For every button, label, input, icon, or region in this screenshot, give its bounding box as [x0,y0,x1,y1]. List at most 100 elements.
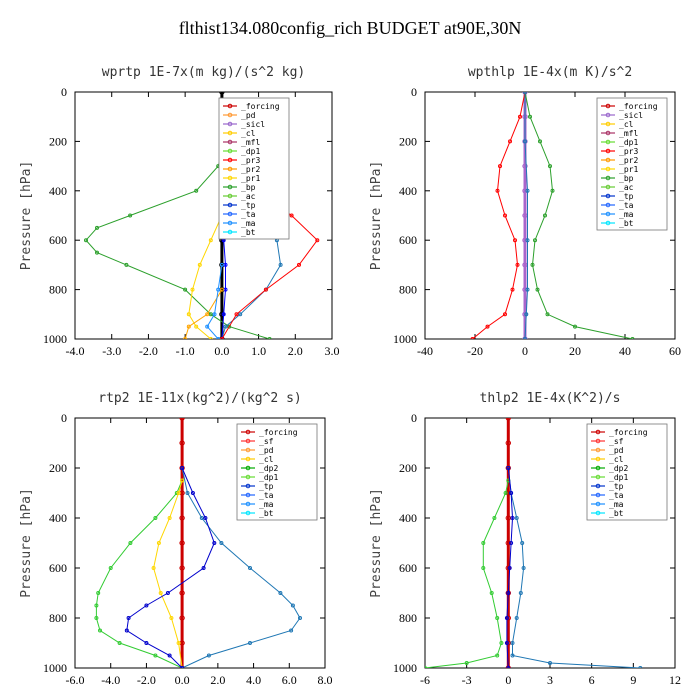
panel-title: rtp2 1E-11x(kg^2)/(kg^2 s) [98,391,302,406]
panel-title: wpthlp 1E-4x(m K)/s^2 [468,65,632,80]
legend-label: _sf [259,437,274,446]
legend-marker [245,456,251,462]
data-point [505,440,511,446]
data-point [144,603,149,608]
legend-label: _cl [241,129,256,138]
data-point [525,188,530,193]
data-point [505,640,511,646]
y-tick-label: 800 [399,283,417,297]
data-point [223,287,228,292]
data-point [278,591,283,595]
y-tick-label: 600 [399,561,417,575]
legend-marker [605,130,611,136]
x-tick-label: 4.0 [246,673,261,687]
legend-label: _bp [619,174,634,183]
data-point [495,653,500,658]
data-point [176,641,181,645]
legend-marker [605,139,611,145]
data-point [489,591,494,595]
x-tick-label: 3 [547,673,553,687]
legend-marker [245,474,251,480]
data-point [223,262,228,267]
legend-label: _tp [259,482,274,491]
legend-label: _bp [241,183,256,192]
data-point [186,312,191,317]
x-tick-label: 0.0 [175,673,190,687]
data-point [538,139,542,144]
legend-marker [605,175,611,181]
legend-marker [605,202,611,208]
series-line-dp1 [95,480,183,668]
y-tick-label: 800 [49,611,67,625]
data-point [495,616,500,620]
legend-label: _ma [619,210,634,219]
legend-marker [605,121,611,127]
data-point [510,516,515,520]
legend-label: _tp [609,482,624,491]
data-point [219,262,224,267]
data-point [505,540,511,546]
panel-3: rtp2 1E-11x(kg^2)/(kg^2 s) Pressure [hPa]… [19,391,333,687]
legend-marker [227,229,233,235]
data-point [167,516,172,520]
legend-label: _dp2 [259,464,278,473]
data-point [205,312,210,317]
legend-label: _dp1 [609,473,628,482]
series-line-tp [181,467,301,668]
legend-label: _pd [241,111,256,120]
data-point [94,603,99,608]
data-point [197,262,202,267]
x-tick-label: 2.0 [288,344,303,358]
x-tick-label: 0.0 [214,344,229,358]
plot-area [425,418,643,668]
legend-marker [595,492,601,498]
data-point [522,311,528,317]
legend-marker [227,220,233,226]
data-point [297,262,301,267]
data-point [219,541,224,545]
y-axis-label: Pressure [hPa] [19,161,34,271]
legend-marker [245,492,251,498]
legend-label: _cl [259,455,274,464]
legend-label: _bt [619,219,634,228]
panel-title: thlp2 1E-4x(K^2)/s [480,391,621,406]
data-point [180,666,185,668]
y-tick-label: 600 [399,233,417,247]
legend-marker [605,157,611,163]
legend-marker [595,501,601,507]
data-point [638,666,643,668]
legend-marker [245,483,251,489]
data-point [216,337,221,339]
legend-marker [245,429,251,435]
x-tick-label: 2.0 [210,673,225,687]
series-line-ta [506,467,514,668]
x-tick-label: 60 [669,344,681,358]
legend-marker [595,438,601,444]
data-point [505,615,511,621]
data-point [179,418,185,421]
legend-label: _ma [609,500,624,509]
y-axis-label: Pressure [hPa] [19,488,34,598]
legend-marker [227,112,233,118]
legend-label: _mfl [241,138,260,147]
data-point [156,541,161,545]
data-point [481,541,486,545]
legend-label: _sicl [619,111,643,120]
data-point [573,324,577,329]
x-tick-label: 8.0 [318,673,333,687]
legend-label: _dp1 [619,138,638,147]
legend-marker [605,103,611,109]
data-point [216,287,221,292]
data-point [190,491,195,495]
y-tick-label: 400 [49,184,67,198]
legend-label: _bt [241,228,256,237]
data-point [212,312,217,317]
x-tick-label: -4.0 [66,344,85,358]
legend-label: _forcing [241,102,280,111]
legend-marker [595,474,601,480]
y-tick-label: 800 [399,611,417,625]
panel-title: wprtp 1E-7x(m kg)/(s^2 kg) [102,65,306,80]
data-point [248,566,252,570]
data-point [94,616,99,620]
legend-marker [605,184,611,190]
